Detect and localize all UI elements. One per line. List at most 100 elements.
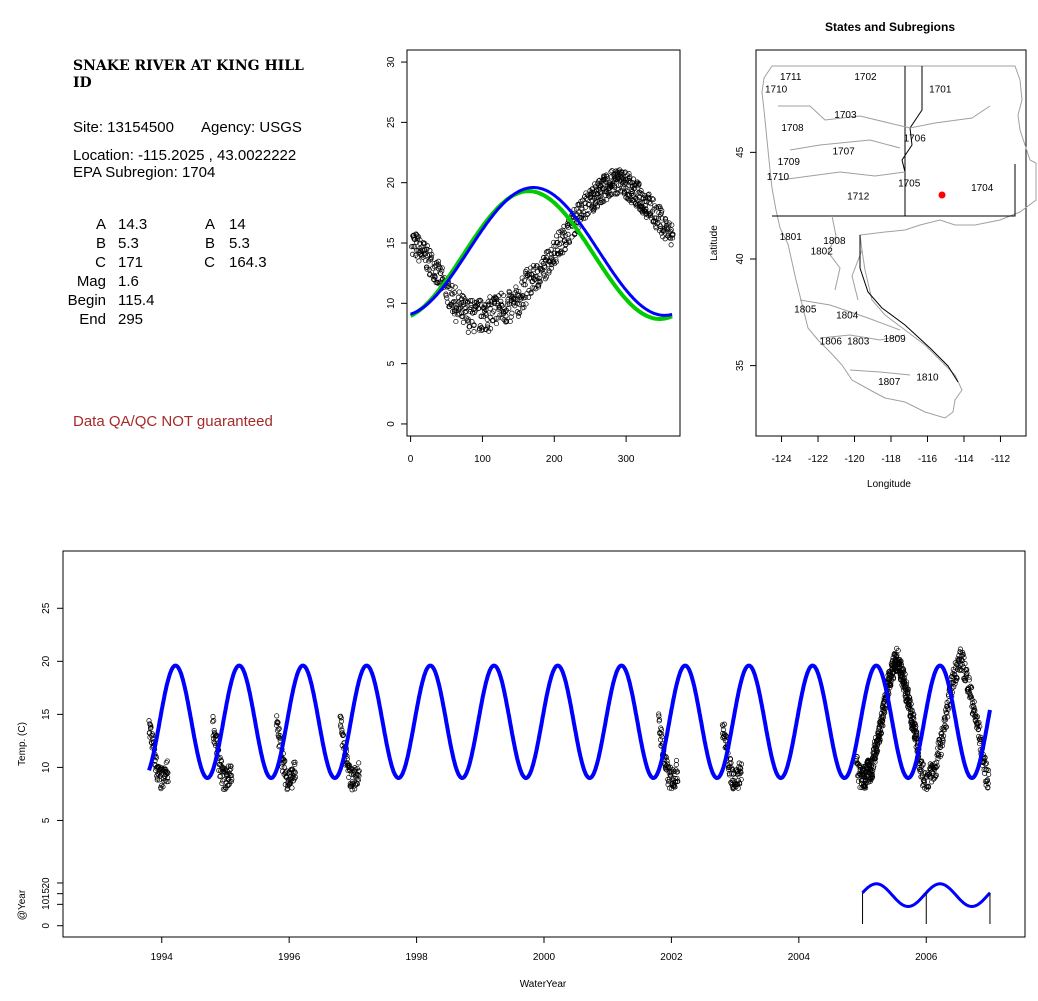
map-title: States and Subregions (825, 20, 955, 34)
params-left: A 14.3 B 5.3 C 171 Mag 1.6 Begin 115.4 End 295 (46, 216, 155, 328)
x-tick-label: -116 (918, 454, 938, 465)
observed-point (453, 299, 459, 305)
observed-point (535, 284, 542, 290)
observed-point (874, 748, 880, 754)
observed-point (675, 778, 681, 784)
observed-point (959, 661, 965, 668)
qa-note: Data QA/QC NOT guaranteed (73, 413, 273, 430)
x-tick-label: 2006 (915, 952, 938, 963)
site-marker (938, 191, 946, 199)
subregion-label: 1710 (767, 172, 790, 183)
site-id: Site: 13154500 (73, 119, 174, 136)
observed-point (210, 719, 216, 725)
observed-point (475, 306, 481, 312)
series-ylabel: Temp. (C) (17, 722, 28, 766)
y-tick-label: 20 (41, 655, 52, 667)
observed-point (651, 206, 657, 212)
observed-point (878, 716, 884, 722)
observed-point (435, 258, 442, 264)
observed-point (968, 685, 974, 691)
observed-point (210, 714, 216, 720)
observed-point (971, 704, 977, 710)
observed-point (553, 259, 559, 265)
observed-point (339, 727, 345, 733)
observed-point (413, 239, 420, 245)
param-key: A (95, 216, 106, 233)
observed-point (556, 241, 563, 247)
observed-point (876, 730, 882, 736)
observed-point (982, 754, 988, 760)
observed-point (963, 673, 970, 679)
observed-point (868, 763, 875, 769)
observed-point (983, 760, 989, 766)
observed-point (652, 215, 658, 221)
observed-point (633, 201, 639, 207)
observed-point (291, 768, 297, 774)
observed-point (463, 308, 469, 314)
observed-point (673, 762, 679, 768)
observed-point (658, 210, 665, 216)
observed-point (451, 311, 458, 317)
param-value: 115.4 (118, 292, 155, 309)
observed-point (433, 262, 439, 268)
observed-point (734, 782, 740, 788)
observed-point (951, 684, 957, 690)
observed-point (580, 209, 586, 215)
observed-point (411, 244, 418, 250)
observed-point (911, 711, 917, 717)
observed-point (462, 305, 468, 311)
observed-point (276, 735, 283, 741)
observed-point (438, 270, 444, 277)
observed-point (737, 771, 743, 777)
observed-point (960, 650, 966, 656)
y-tick-label: 5 (41, 817, 52, 823)
observed-point (488, 326, 494, 332)
observed-point (666, 222, 672, 228)
observed-point (668, 242, 674, 248)
param-row: A 14.3 (46, 216, 154, 233)
observed-point (962, 674, 968, 680)
observed-point (164, 769, 170, 775)
state-lines (772, 66, 1016, 217)
observed-point (672, 784, 678, 790)
observed-point (904, 679, 910, 685)
observed-point (660, 228, 667, 234)
observed-point (451, 299, 457, 305)
observed-point (420, 254, 426, 260)
x-tick-label: 2000 (533, 952, 556, 963)
observed-point (973, 712, 979, 718)
observed-point (412, 237, 418, 243)
observed-point (410, 251, 416, 257)
observed-point (604, 197, 610, 203)
y-tick-label: 20 (386, 177, 397, 189)
observed-point (424, 266, 430, 272)
observed-point (551, 239, 557, 245)
strip-y-tick-label: 15 (41, 888, 52, 900)
y-tick-label: 10 (41, 761, 52, 773)
param-key: B (95, 235, 106, 252)
observed-point (648, 212, 654, 218)
observed-point (590, 207, 596, 213)
map-boundaries (761, 65, 1037, 419)
observed-point (908, 701, 914, 707)
observed-point (626, 171, 632, 177)
observed-point (889, 673, 895, 679)
fit-line-blue (147, 663, 992, 780)
observed-point (483, 312, 489, 318)
observed-point (880, 714, 886, 720)
observed-point (913, 723, 919, 729)
observed-point (891, 674, 897, 680)
observed-point (462, 296, 468, 302)
observed-point (276, 726, 282, 732)
observed-point (545, 248, 551, 254)
observed-point (584, 211, 590, 217)
observed-point (670, 232, 676, 238)
x-tick-label: -122 (808, 454, 828, 465)
observed-point (914, 731, 920, 737)
observed-point (449, 283, 455, 289)
y-tick-label: 0 (386, 421, 397, 427)
observed-point (509, 310, 515, 316)
params-right: A 14 B 5.3 C 164.3 (180, 216, 266, 271)
